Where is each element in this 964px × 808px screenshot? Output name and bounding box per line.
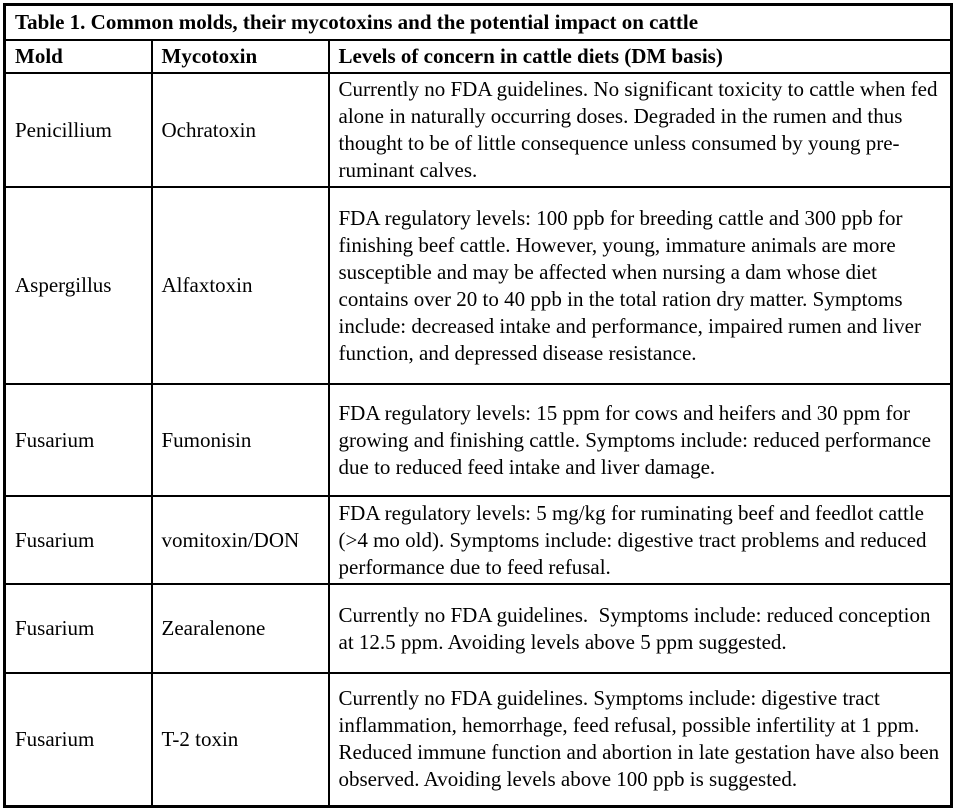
cell-levels: FDA regulatory levels: 100 ppb for breed…	[327, 186, 953, 385]
cell-mold: Fusarium	[3, 583, 153, 674]
cell-mycotoxin: Fumonisin	[150, 383, 330, 497]
cell-levels: FDA regulatory levels: 5 mg/kg for rumin…	[327, 495, 953, 585]
table-row: Aspergillus Alfaxtoxin FDA regulatory le…	[3, 186, 953, 385]
mycotoxin-table: Table 1. Common molds, their mycotoxins …	[3, 3, 954, 808]
cell-mycotoxin: Zearalenone	[150, 583, 330, 674]
cell-levels: Currently no FDA guidelines. Symptoms in…	[327, 583, 953, 674]
cell-mold: Fusarium	[3, 383, 153, 497]
column-header-levels: Levels of concern in cattle diets (DM ba…	[327, 39, 953, 74]
table-title: Table 1. Common molds, their mycotoxins …	[3, 3, 953, 41]
cell-levels: Currently no FDA guidelines. No signific…	[327, 72, 953, 188]
table-row: Fusarium Fumonisin FDA regulatory levels…	[3, 383, 953, 497]
column-header-mycotoxin: Mycotoxin	[150, 39, 330, 74]
cell-levels: FDA regulatory levels: 15 ppm for cows a…	[327, 383, 953, 497]
cell-levels: Currently no FDA guidelines. Symptoms in…	[327, 672, 953, 807]
cell-mold: Fusarium	[3, 495, 153, 585]
cell-mold: Penicillium	[3, 72, 153, 188]
table-row: Fusarium Zearalenone Currently no FDA gu…	[3, 583, 953, 674]
cell-mycotoxin: T-2 toxin	[150, 672, 330, 807]
cell-mycotoxin: Alfaxtoxin	[150, 186, 330, 385]
table-title-row: Table 1. Common molds, their mycotoxins …	[3, 3, 953, 41]
cell-mold: Fusarium	[3, 672, 153, 807]
table-row: Fusarium T-2 toxin Currently no FDA guid…	[3, 672, 953, 807]
table-header-row: Mold Mycotoxin Levels of concern in catt…	[3, 39, 953, 74]
column-header-mold: Mold	[3, 39, 153, 74]
cell-mycotoxin: vomitoxin/DON	[150, 495, 330, 585]
table-row: Fusarium vomitoxin/DON FDA regulatory le…	[3, 495, 953, 585]
table-row: Penicillium Ochratoxin Currently no FDA …	[3, 72, 953, 188]
cell-mycotoxin: Ochratoxin	[150, 72, 330, 188]
cell-mold: Aspergillus	[3, 186, 153, 385]
